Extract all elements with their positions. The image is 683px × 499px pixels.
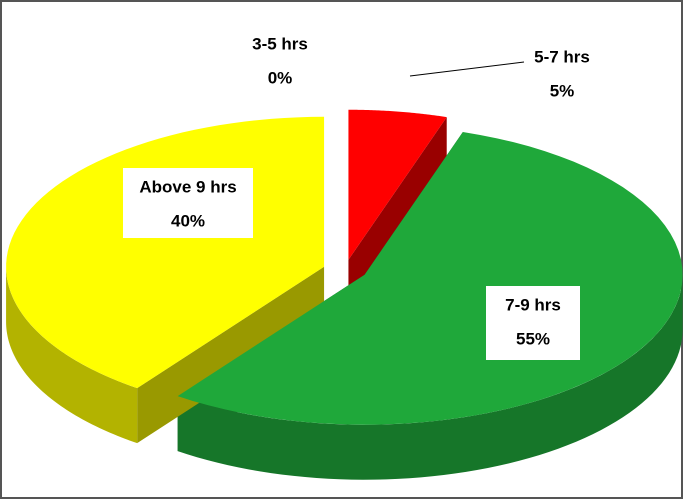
value-label: 55% (516, 329, 550, 348)
slice (348, 109, 447, 260)
slice-side (6, 266, 138, 444)
label-box (486, 286, 580, 360)
slice-wall (137, 266, 325, 444)
category-label: 5-7 hrs (534, 47, 590, 66)
category-label: 7-9 hrs (505, 295, 561, 314)
value-label: 40% (171, 211, 205, 230)
slice-side (177, 274, 683, 480)
value-label: 5% (550, 81, 575, 100)
category-label: 3-5 hrs (252, 34, 308, 53)
value-label: 0% (268, 68, 293, 87)
category-label: Above 9 hrs (139, 177, 236, 196)
leader-line (409, 61, 525, 77)
labels: 3-5 hrs 0% 5-7 hrs 5% 7-9 hrs 55% Above 9 hrs 4… (123, 34, 590, 360)
label-box (123, 168, 253, 238)
